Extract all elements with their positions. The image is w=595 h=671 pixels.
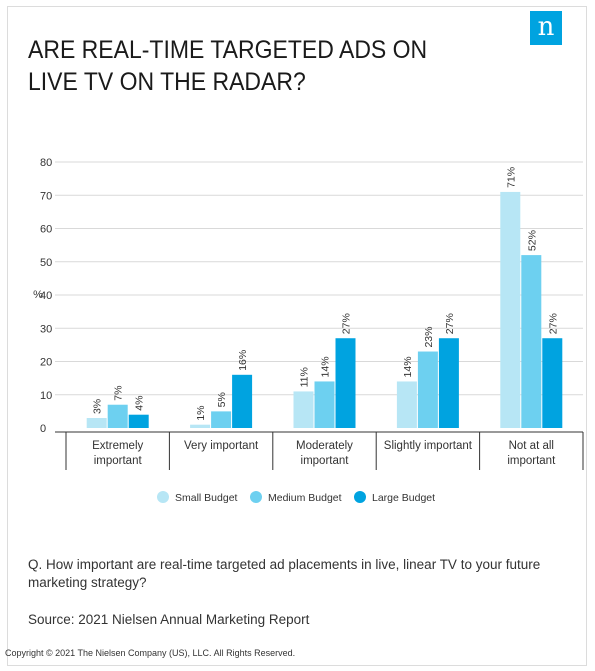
data-label: 52% [526,230,538,251]
bar [86,418,107,428]
y-tick-label: 10 [40,390,52,402]
y-tick-label: 40 [40,290,52,302]
bar [521,255,542,428]
bar [314,381,335,428]
x-tick-label: Extremely [92,440,143,452]
bar [396,381,417,428]
chart-card [7,6,587,666]
data-label: 3% [92,399,104,414]
y-axis-label: % [33,289,43,301]
data-label: 14% [402,356,414,377]
nielsen-logo-icon: n [530,11,562,45]
legend-label: Medium Budget [268,492,342,504]
legend-label: Large Budget [372,492,435,504]
y-tick-label: 50 [40,257,52,269]
bar [335,338,356,428]
data-label: 5% [216,392,228,407]
x-tick-label: Moderately [296,440,353,452]
legend-marker [354,491,366,503]
y-tick-label: 80 [40,157,52,169]
source-note: Source: 2021 Nielsen Annual Marketing Re… [28,612,310,627]
data-label: 71% [505,167,517,188]
bar [542,338,563,428]
survey-question: Q. How important are real-time targeted … [28,557,541,590]
data-label: 27% [547,313,559,334]
bar [500,191,521,428]
x-tick-label: important [94,455,143,467]
data-label: 4% [134,396,146,411]
bar [438,338,459,428]
data-label: 14% [320,356,332,377]
y-tick-label: 0 [40,423,46,435]
data-label: 11% [299,367,311,387]
x-tick-label: important [301,455,350,467]
data-label: 1% [195,405,207,420]
y-tick-label: 20 [40,357,52,369]
x-tick-label: Slightly important [384,440,473,452]
data-label: 7% [113,386,125,401]
copyright-note: Copyright © 2021 The Nielsen Company (US… [5,648,296,658]
bar [211,411,232,428]
bar [128,414,149,428]
bar [107,404,128,428]
bar [232,374,253,428]
data-label: 23% [423,327,435,348]
bar [190,424,211,428]
x-tick-label: important [507,455,556,467]
bar [417,351,438,428]
data-label: 16% [237,350,249,371]
bar [293,391,314,428]
data-label: 27% [444,313,456,334]
y-tick-label: 30 [40,323,52,335]
x-tick-label: Very important [184,440,259,452]
legend-marker [157,491,169,503]
data-label: 27% [341,313,353,334]
chart-title: ARE REAL-TIME TARGETED ADS ON LIVE TV ON… [28,36,428,96]
x-tick-label: Not at all [509,440,554,452]
y-tick-label: 60 [40,224,52,236]
legend-label: Small Budget [175,492,238,504]
y-tick-label: 70 [40,190,52,202]
legend-marker [250,491,262,503]
